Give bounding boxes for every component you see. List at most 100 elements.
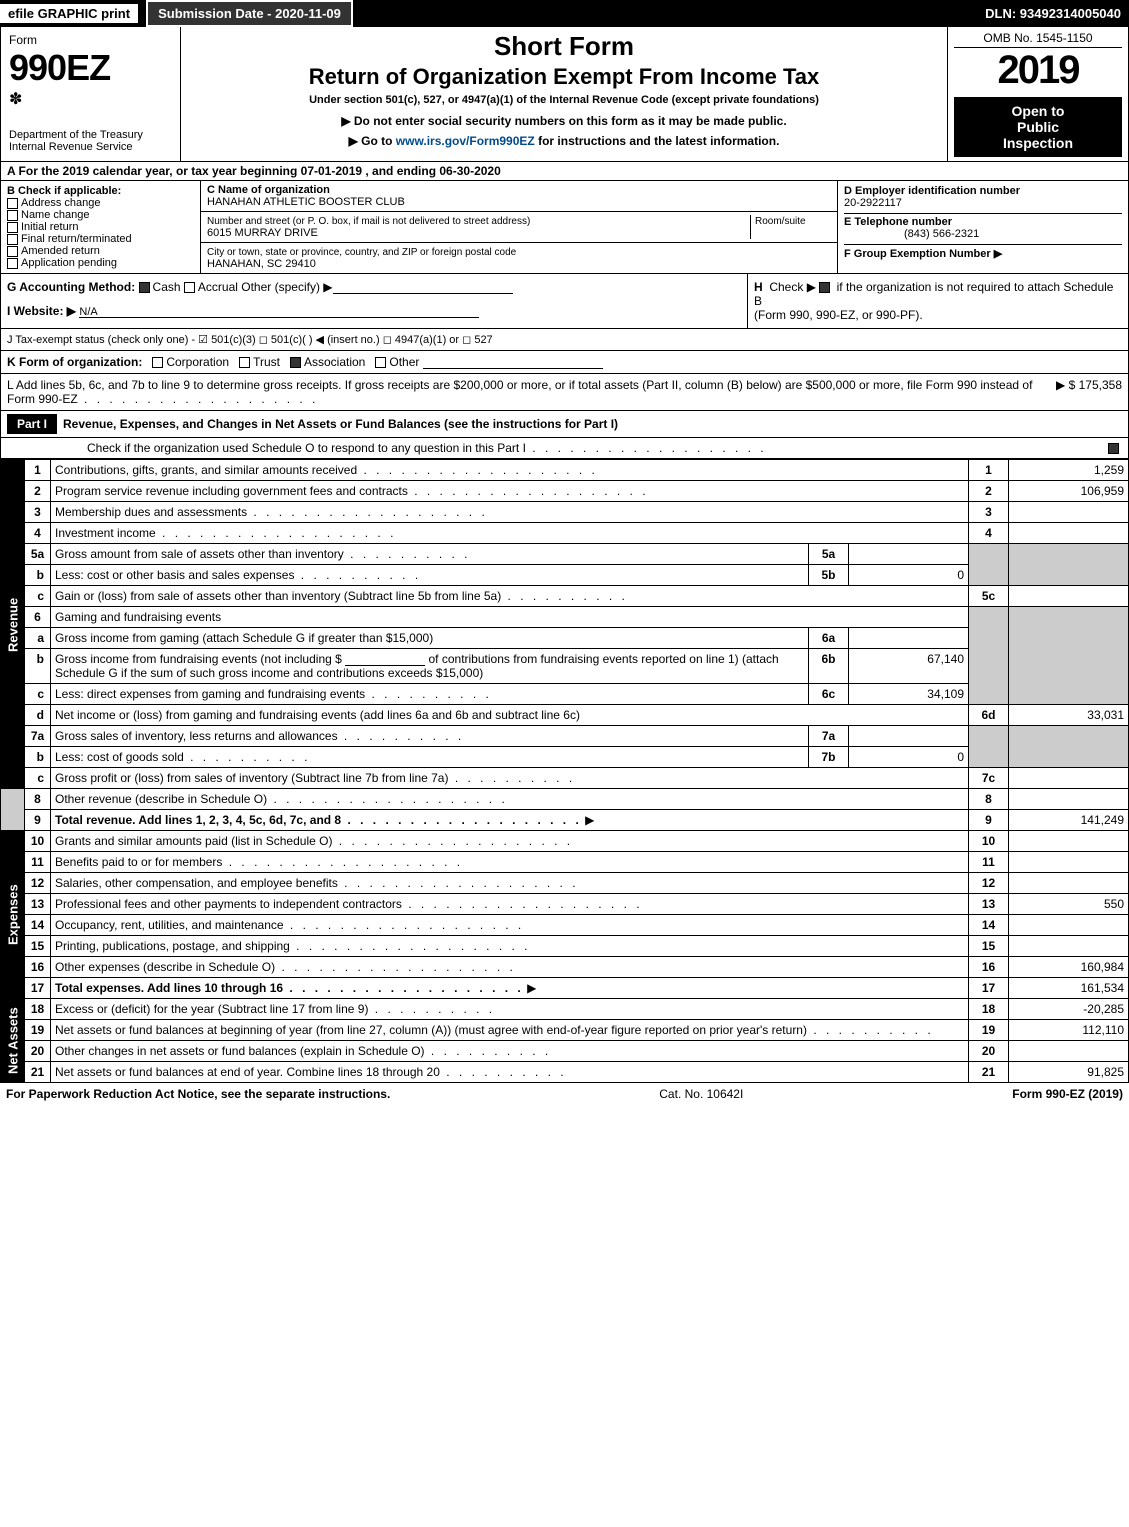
street-address: 6015 MURRAY DRIVE bbox=[207, 227, 318, 239]
chk-address-change[interactable] bbox=[7, 198, 18, 209]
expenses-section-label: Expenses bbox=[1, 831, 25, 999]
h-label: H bbox=[754, 280, 763, 294]
line-17-amt: 161,534 bbox=[1009, 978, 1129, 999]
financial-table: Revenue 1Contributions, gifts, grants, a… bbox=[0, 459, 1129, 1083]
line-19-amt: 112,110 bbox=[1009, 1020, 1129, 1041]
short-form-title: Short Form bbox=[187, 31, 941, 62]
row-gh: G Accounting Method: Cash Accrual Other … bbox=[0, 274, 1129, 329]
line-21-amt: 91,825 bbox=[1009, 1062, 1129, 1083]
chk-corporation[interactable] bbox=[152, 357, 163, 368]
irs-link[interactable]: www.irs.gov/Form990EZ bbox=[396, 134, 535, 148]
row-k: K Form of organization: Corporation Trus… bbox=[0, 351, 1129, 374]
dln: DLN: 93492314005040 bbox=[985, 6, 1129, 21]
line-13-amt: 550 bbox=[1009, 894, 1129, 915]
other-specify-input[interactable] bbox=[333, 280, 513, 294]
line-2-amt: 106,959 bbox=[1009, 481, 1129, 502]
website-label: I Website: ▶ bbox=[7, 304, 76, 318]
telephone-label: E Telephone number bbox=[844, 216, 952, 228]
line-5b-desc: Less: cost or other basis and sales expe… bbox=[51, 565, 809, 586]
line-11-desc: Benefits paid to or for members bbox=[51, 852, 969, 873]
line-5b-val: 0 bbox=[849, 565, 969, 586]
paperwork-notice: For Paperwork Reduction Act Notice, see … bbox=[6, 1087, 390, 1101]
line-5c-desc: Gain or (loss) from sale of assets other… bbox=[51, 586, 969, 607]
chk-schedule-b[interactable] bbox=[819, 282, 830, 293]
gross-receipts: ▶ $ 175,358 bbox=[1056, 378, 1122, 406]
line-6b-contrib-input[interactable] bbox=[345, 652, 425, 666]
org-name-label: C Name of organization bbox=[207, 184, 330, 196]
chk-application-pending[interactable] bbox=[7, 258, 18, 269]
line-9-amt: 141,249 bbox=[1009, 810, 1129, 831]
chk-name-change[interactable] bbox=[7, 210, 18, 221]
open-to-public: Open to Public Inspection bbox=[954, 97, 1122, 157]
ein-value: 20-2922117 bbox=[844, 197, 902, 209]
line-12-desc: Salaries, other compensation, and employ… bbox=[51, 873, 969, 894]
other-org-input[interactable] bbox=[423, 355, 603, 369]
line-16-desc: Other expenses (describe in Schedule O) bbox=[51, 957, 969, 978]
line-20-desc: Other changes in net assets or fund bala… bbox=[51, 1041, 969, 1062]
chk-other-org[interactable] bbox=[375, 357, 386, 368]
form-number: 990EZ bbox=[9, 47, 172, 89]
dept-treasury: Department of the Treasury bbox=[9, 129, 172, 141]
line-8-desc: Other revenue (describe in Schedule O) bbox=[51, 789, 969, 810]
line-4-desc: Investment income bbox=[51, 523, 969, 544]
line-7b-val: 0 bbox=[849, 747, 969, 768]
street-label: Number and street (or P. O. box, if mail… bbox=[207, 216, 530, 227]
line-7b-desc: Less: cost of goods sold bbox=[51, 747, 809, 768]
form-id-footer: Form 990-EZ (2019) bbox=[1012, 1087, 1123, 1101]
under-section: Under section 501(c), 527, or 4947(a)(1)… bbox=[187, 94, 941, 106]
chk-cash[interactable] bbox=[139, 282, 150, 293]
line-1-desc: Contributions, gifts, grants, and simila… bbox=[51, 460, 969, 481]
goto-notice: ▶ Go to www.irs.gov/Form990EZ for instru… bbox=[187, 134, 941, 148]
line-13-desc: Professional fees and other payments to … bbox=[51, 894, 969, 915]
line-14-desc: Occupancy, rent, utilities, and maintena… bbox=[51, 915, 969, 936]
col-b: B Check if applicable: Address change Na… bbox=[1, 181, 201, 273]
part-1-schedule-o: Check if the organization used Schedule … bbox=[0, 438, 1129, 459]
form-header: Form 990EZ ✽ Department of the Treasury … bbox=[0, 26, 1129, 162]
line-6-desc: Gaming and fundraising events bbox=[51, 607, 969, 628]
line-7c-desc: Gross profit or (loss) from sales of inv… bbox=[51, 768, 969, 789]
line-9-desc: Total revenue. Add lines 1, 2, 3, 4, 5c,… bbox=[51, 810, 969, 831]
top-bar: efile GRAPHIC print Submission Date - 20… bbox=[0, 0, 1129, 26]
line-6d-amt: 33,031 bbox=[1009, 705, 1129, 726]
col-d: D Employer identification number 20-2922… bbox=[838, 181, 1128, 273]
row-j: J Tax-exempt status (check only one) - ☑… bbox=[0, 329, 1129, 351]
efile-print[interactable]: efile GRAPHIC print bbox=[0, 4, 138, 23]
ein-label: D Employer identification number bbox=[844, 185, 1020, 197]
col-c: C Name of organization HANAHAN ATHLETIC … bbox=[201, 181, 838, 273]
telephone-value: (843) 566-2321 bbox=[904, 228, 979, 240]
chk-accrual[interactable] bbox=[184, 282, 195, 293]
omb-number: OMB No. 1545-1150 bbox=[954, 31, 1122, 48]
group-exemption-label: F Group Exemption Number ▶ bbox=[844, 248, 1002, 260]
revenue-section-label: Revenue bbox=[1, 460, 25, 789]
chk-final-return[interactable] bbox=[7, 234, 18, 245]
chk-association[interactable] bbox=[290, 357, 301, 368]
line-6d-desc: Net income or (loss) from gaming and fun… bbox=[51, 705, 969, 726]
catalog-number: Cat. No. 10642I bbox=[659, 1087, 743, 1101]
chk-amended-return[interactable] bbox=[7, 246, 18, 257]
chk-trust[interactable] bbox=[239, 357, 250, 368]
form-word: Form bbox=[9, 33, 172, 47]
line-17-desc: Total expenses. Add lines 10 through 16 … bbox=[51, 978, 969, 999]
city-state-zip: HANAHAN, SC 29410 bbox=[207, 258, 316, 270]
line-2-desc: Program service revenue including govern… bbox=[51, 481, 969, 502]
line-18-desc: Excess or (deficit) for the year (Subtra… bbox=[51, 999, 969, 1020]
net-assets-section-label: Net Assets bbox=[1, 999, 25, 1083]
row-a-tax-year: A For the 2019 calendar year, or tax yea… bbox=[0, 162, 1129, 181]
line-6a-desc: Gross income from gaming (attach Schedul… bbox=[51, 628, 809, 649]
website-value: N/A bbox=[79, 306, 97, 318]
line-18-amt: -20,285 bbox=[1009, 999, 1129, 1020]
city-label: City or town, state or province, country… bbox=[207, 247, 516, 258]
line-16-amt: 160,984 bbox=[1009, 957, 1129, 978]
line-19-desc: Net assets or fund balances at beginning… bbox=[51, 1020, 969, 1041]
line-6b-val: 67,140 bbox=[849, 649, 969, 684]
chk-initial-return[interactable] bbox=[7, 222, 18, 233]
line-6c-desc: Less: direct expenses from gaming and fu… bbox=[51, 684, 809, 705]
return-title: Return of Organization Exempt From Incom… bbox=[187, 64, 941, 90]
chk-schedule-o-part1[interactable] bbox=[1108, 443, 1119, 454]
line-6b-desc: Gross income from fundraising events (no… bbox=[51, 649, 809, 684]
part-1-header: Part I Revenue, Expenses, and Changes in… bbox=[0, 411, 1129, 438]
org-name: HANAHAN ATHLETIC BOOSTER CLUB bbox=[207, 196, 405, 208]
ssn-notice: ▶ Do not enter social security numbers o… bbox=[187, 114, 941, 128]
irs-label: Internal Revenue Service bbox=[9, 141, 172, 153]
line-1-amt: 1,259 bbox=[1009, 460, 1129, 481]
